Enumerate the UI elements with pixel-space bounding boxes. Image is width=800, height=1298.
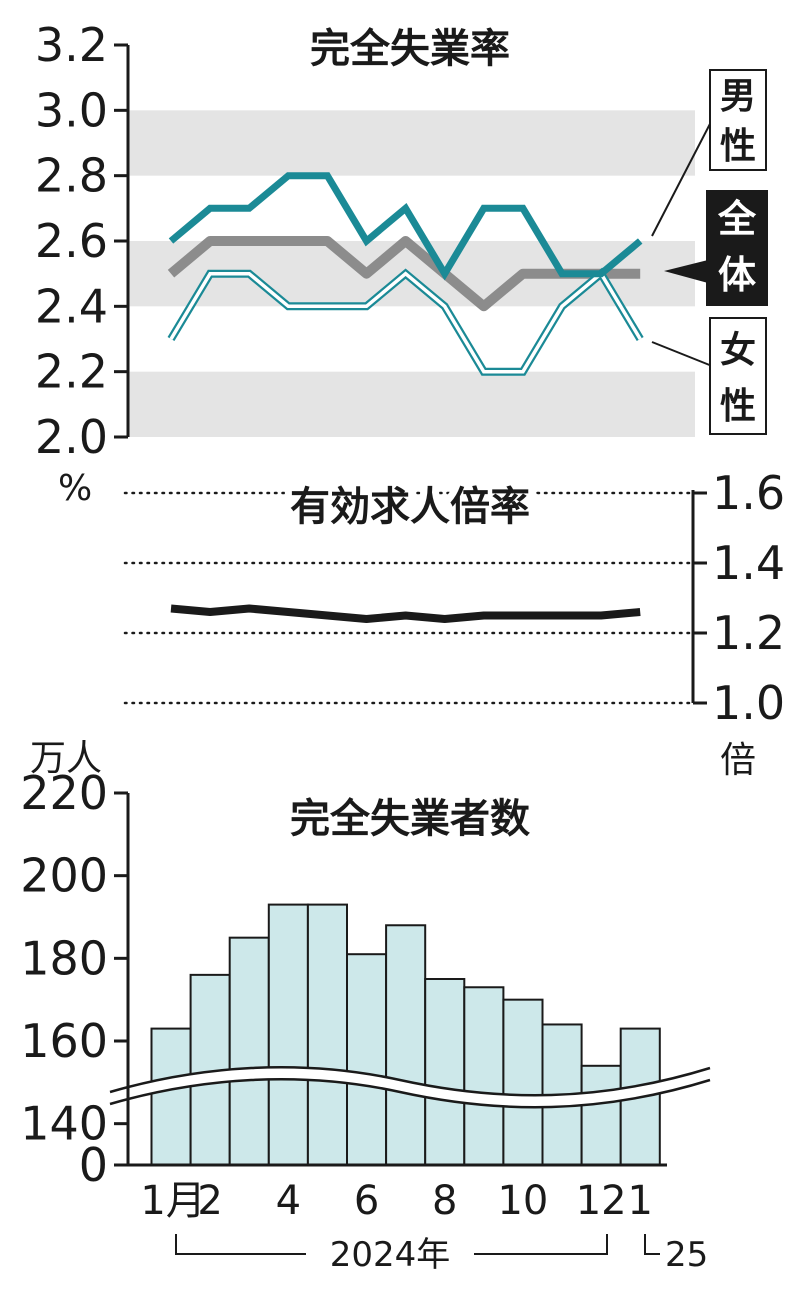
legend-total-pointer — [664, 260, 708, 283]
p3-x-tick-label: 8 — [432, 1178, 457, 1224]
p3-tick-label: 0 — [79, 1138, 108, 1192]
p1-tick-label: 2.4 — [35, 279, 108, 333]
bar-month-5 — [306, 903, 348, 1166]
p1-tick-label: 3.0 — [35, 83, 108, 137]
bar-month-12 — [580, 1064, 622, 1167]
axis-break-line-top — [109, 1065, 711, 1097]
p1-title: 完全失業率 — [310, 26, 510, 72]
p1-tick-label: 3.2 — [35, 18, 108, 72]
p2-series-lines — [170, 604, 641, 623]
bar-month-9 — [463, 986, 505, 1166]
p1-tick-label: 2.0 — [35, 410, 108, 464]
series-female-line-core — [169, 271, 642, 374]
p3-axis-break — [109, 1065, 711, 1167]
p3-x-tick-label: 1月 — [140, 1178, 205, 1224]
series-ratio-line — [170, 604, 641, 623]
p3-unit: 万人 — [30, 738, 102, 779]
p1-y-ticks: 3.2 3.0 2.8 2.6 2.4 2.2 2.0 — [35, 18, 128, 464]
legend-total-box — [706, 190, 768, 306]
bar-month-7 — [385, 924, 427, 1166]
p1-tick-label: 2.6 — [35, 214, 108, 268]
p1-series-lines — [167, 172, 644, 376]
legend-female-label: 女性 — [720, 330, 756, 427]
year-bracket-2025: 25 — [644, 1234, 708, 1275]
year-bracket-left — [175, 1234, 306, 1255]
bar-month-6 — [346, 953, 388, 1167]
legend-female-leader — [651, 341, 713, 367]
p3-tick-label: 140 — [20, 1097, 108, 1151]
p3-x-tick-label: 2 — [197, 1178, 222, 1224]
axis-break-line-bottom — [109, 1077, 711, 1109]
p3-tick-label: 220 — [20, 766, 108, 820]
p3-x-tick-label: 4 — [276, 1178, 301, 1224]
p3-x-tick-label: 12 — [576, 1178, 627, 1224]
p2-unit: 倍 — [720, 740, 756, 781]
p3-tick-label: 180 — [20, 931, 108, 985]
p3-x-tick-label: 6 — [354, 1178, 379, 1224]
bar-month-3 — [228, 936, 270, 1167]
legend-male-label: 男性 — [720, 76, 756, 167]
unemployment-rate-panel: 3.2 3.0 2.8 2.6 2.4 2.2 2.0 完全失業率 % 男性 全体 女性 — [35, 18, 768, 509]
p3-title: 完全失業者数 — [290, 796, 530, 842]
bar-month-8 — [424, 978, 466, 1166]
legend-male-box — [709, 69, 767, 171]
p1-tick-label: 2.8 — [35, 149, 108, 203]
legend-female: 女性 — [651, 317, 767, 435]
series-male-line — [168, 172, 643, 281]
p2-tick-label: 1.4 — [712, 536, 785, 590]
p1-tick-label: 2.2 — [35, 345, 108, 399]
p2-tick-label: 1.6 — [712, 466, 785, 520]
bar-month-1 — [150, 1027, 192, 1166]
legend-total: 全体 — [664, 190, 768, 306]
p3-x-ticks: 1月2 4 6 8 10 12 1 — [140, 1178, 653, 1224]
p2-tick-label: 1.0 — [712, 676, 785, 730]
year-bracket-right — [474, 1234, 608, 1255]
year-bracket-25 — [644, 1234, 660, 1255]
legend-total-label: 全体 — [717, 197, 757, 297]
p2-dotted-gridlines — [123, 491, 695, 705]
year-label-2024: 2024年 — [330, 1235, 451, 1275]
job-openings-ratio-panel: 1.6 1.4 1.2 1.0 有効求人倍率 倍 — [123, 466, 785, 781]
p3-bars — [150, 903, 661, 1167]
p2-title: 有効求人倍率 — [290, 484, 530, 530]
p1-unit: % — [58, 468, 92, 509]
p2-tick-label: 1.2 — [712, 606, 785, 660]
year-label-25: 25 — [665, 1235, 708, 1275]
p3-tick-label: 200 — [20, 849, 108, 903]
p1-band-0 — [128, 110, 695, 176]
p3-x-tick-label: 10 — [497, 1178, 548, 1224]
bar-month-4 — [267, 903, 309, 1166]
legend-female-box — [709, 317, 767, 435]
p2-y-ticks: 1.6 1.4 1.2 1.0 — [693, 466, 785, 730]
p1-band-2 — [128, 371, 695, 437]
p3-x-tick-label: 1 — [628, 1178, 653, 1224]
legend-male-leader — [651, 119, 713, 237]
bar-month-10 — [502, 998, 544, 1167]
year-bracket-2024: 2024年 — [175, 1234, 608, 1275]
legend-male: 男性 — [651, 69, 767, 237]
p3-tick-label: 160 — [20, 1014, 108, 1068]
axis-break-fill — [110, 1067, 710, 1108]
